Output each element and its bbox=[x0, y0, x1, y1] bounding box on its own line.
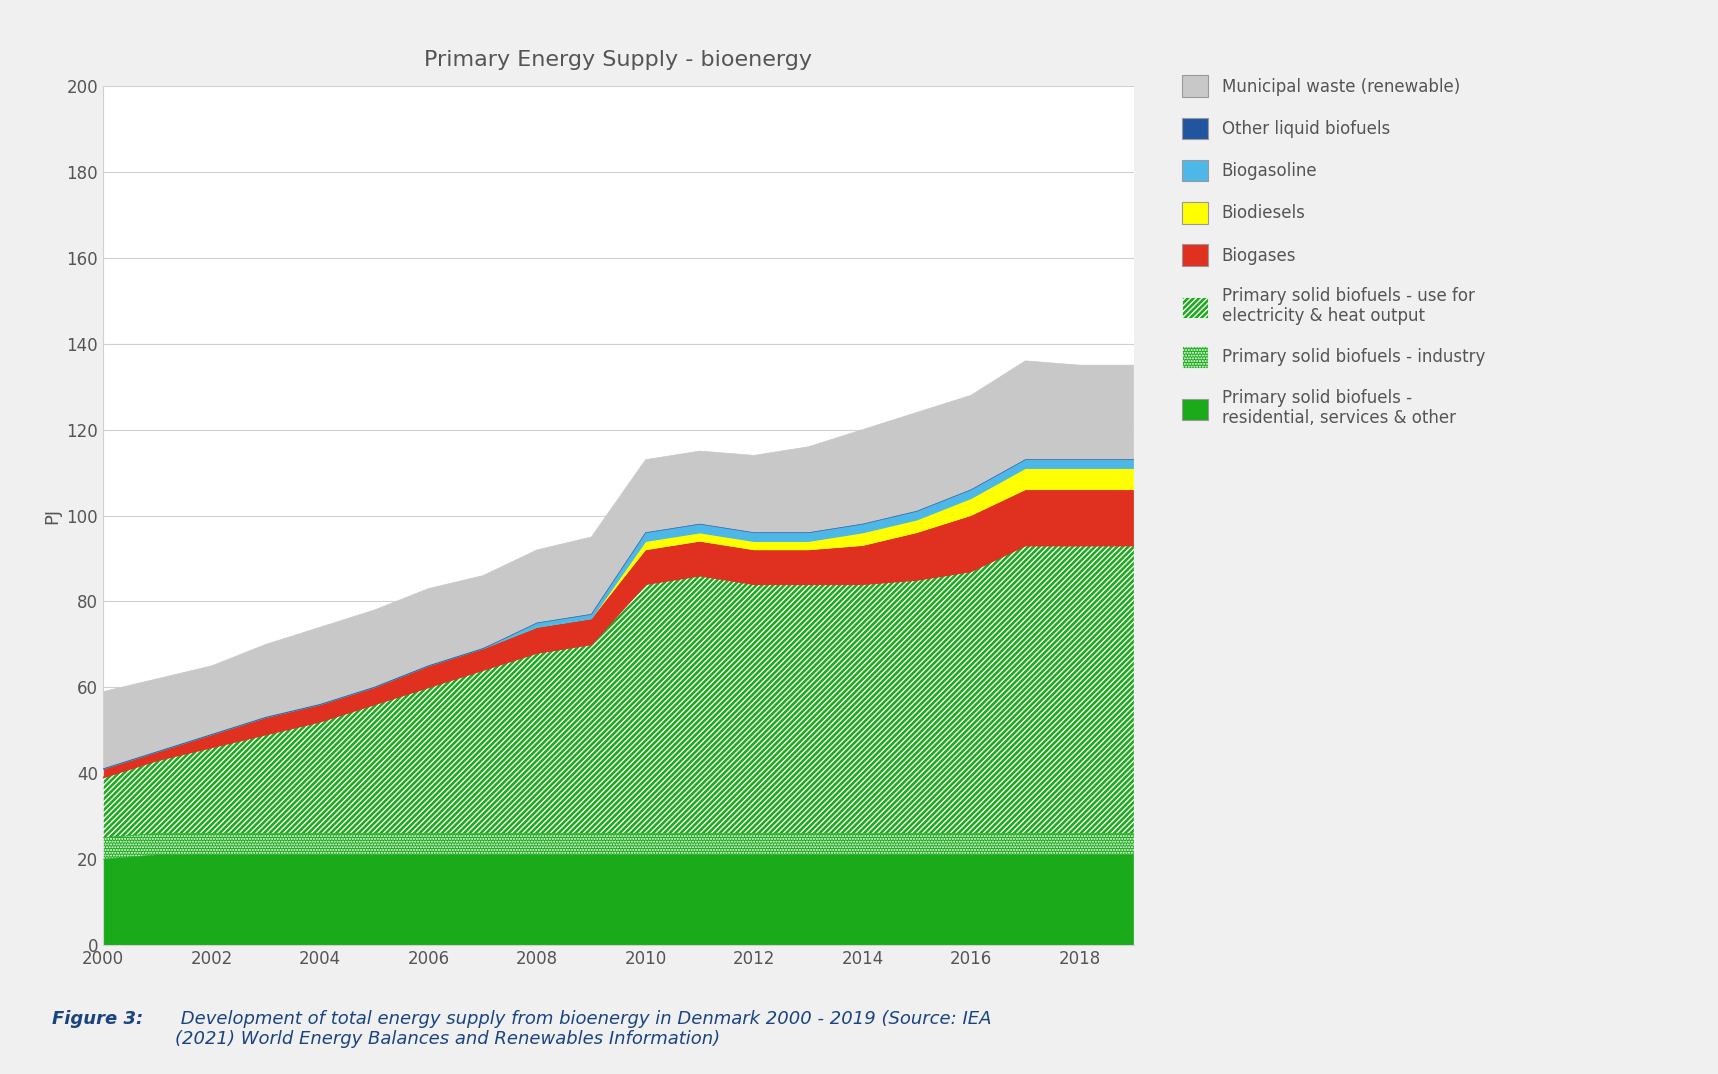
Text: Development of total energy supply from bioenergy in Denmark 2000 - 2019 (Source: Development of total energy supply from … bbox=[175, 1010, 991, 1048]
Legend: Municipal waste (renewable), Other liquid biofuels, Biogasoline, Biodiesels, Bio: Municipal waste (renewable), Other liqui… bbox=[1175, 69, 1491, 434]
Title: Primary Energy Supply - bioenergy: Primary Energy Supply - bioenergy bbox=[424, 50, 813, 71]
Text: Figure 3:: Figure 3: bbox=[52, 1010, 143, 1028]
Y-axis label: PJ: PJ bbox=[43, 507, 60, 524]
